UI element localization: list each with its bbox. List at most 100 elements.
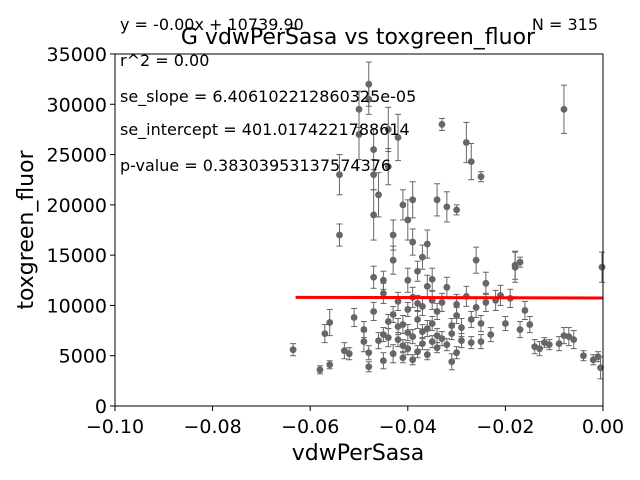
data-point [345,347,353,361]
data-point [404,267,412,293]
point-marker [580,352,587,360]
data-point [370,265,378,289]
r-squared: r^2 = 0.00 [120,51,209,70]
point-marker [448,358,456,366]
point-marker [316,366,324,374]
data-point [375,172,382,218]
x-tick-label: −0.10 [86,416,144,438]
point-marker [438,299,446,306]
point-marker [438,335,446,343]
point-marker [350,314,358,321]
data-point [428,267,436,291]
point-marker [384,163,392,171]
data-point [365,345,373,361]
data-point [482,271,490,295]
data-point [409,228,417,256]
point-marker [409,356,417,364]
point-marker [438,121,446,128]
point-marker [409,196,417,204]
data-point [597,356,604,380]
point-marker [370,308,378,315]
chart-title: G vdwPerSasa vs toxgreen_fluor [181,25,536,50]
point-marker [536,345,543,353]
point-marker [511,261,519,269]
data-point [453,204,460,216]
point-marker [370,273,378,281]
data-point [380,352,387,370]
data-point [589,354,597,366]
data-point [380,327,387,343]
data-point [419,337,426,351]
data-point [467,336,475,350]
point-marker [502,320,509,327]
data-point [511,250,519,280]
point-marker [389,311,397,318]
data-point [462,121,470,164]
data-point [321,324,329,344]
point-marker [555,340,563,348]
data-point [404,199,412,241]
data-point [453,306,460,325]
data-point [443,191,451,223]
data-point [502,315,509,332]
point-marker [414,348,421,356]
point-marker [597,364,604,372]
point-marker [516,326,524,333]
data-point [419,296,426,316]
data-point [545,339,553,351]
point-marker [443,341,451,349]
point-marker [399,354,407,362]
y-tick-label: 25000 [47,145,107,167]
point-marker [443,283,451,291]
data-point [414,260,421,282]
point-marker [375,337,382,345]
data-point [370,301,378,322]
y-tick-label: 30000 [47,94,107,116]
point-marker [419,340,426,348]
point-marker [453,312,460,319]
p-value: p-value = 0.38303953137574376 [120,156,391,175]
x-tick-label: −0.08 [183,416,241,438]
point-marker [404,216,412,224]
point-marker [389,256,397,264]
data-point [404,301,412,317]
data-point [409,181,417,219]
data-point [423,229,431,259]
point-marker [423,351,431,359]
data-point [477,171,485,183]
y-tick-label: 20000 [47,195,107,217]
data-point [336,154,343,196]
data-point [409,354,417,366]
data-point [389,245,397,275]
data-point [482,292,490,312]
point-marker [414,316,421,323]
regression-line [295,295,604,300]
data-point [487,327,495,343]
data-point [433,302,441,321]
point-marker [467,339,475,347]
point-marker [477,338,485,346]
x-tick-label: −0.06 [281,416,339,438]
point-marker [355,105,363,113]
data-point [394,113,402,162]
data-point [453,346,460,360]
point-marker [477,320,485,327]
data-point [423,349,431,361]
data-point [350,307,358,328]
point-marker [414,267,421,275]
plot-frame [114,53,604,407]
data-point [384,148,392,186]
data-point [289,343,297,357]
data-point [380,270,387,290]
y-axis-label: toxgreen_fluor [14,149,39,309]
point-marker [326,319,334,326]
data-point [516,321,524,339]
point-marker [404,306,412,313]
data-point [467,310,475,329]
data-point [443,276,451,298]
data-point [448,353,456,371]
point-marker [453,206,460,214]
point-marker [433,308,441,315]
point-marker [409,333,417,341]
